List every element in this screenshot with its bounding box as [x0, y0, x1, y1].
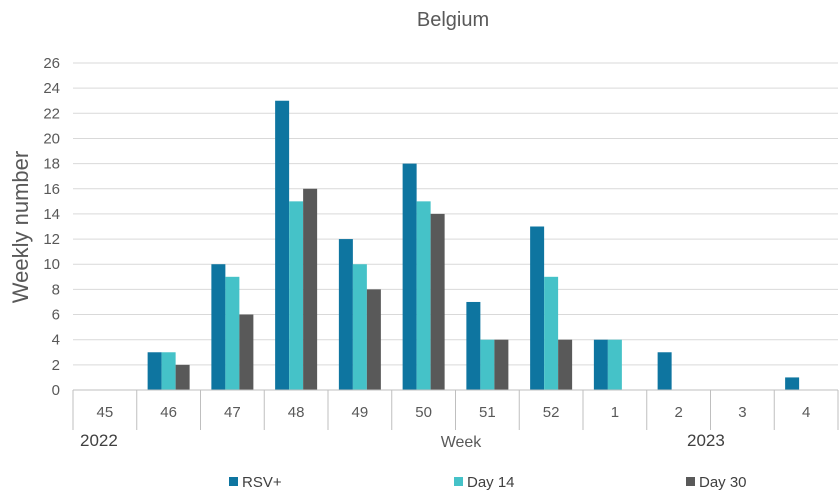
x-axis-label: Week [441, 434, 483, 451]
x-tick-label: 48 [288, 404, 305, 421]
bar [544, 276, 559, 390]
legend-swatch [229, 477, 238, 486]
bar [558, 339, 573, 390]
x-tick-label: 50 [415, 404, 432, 421]
x-tick-label: 4 [802, 404, 810, 421]
x-tick-label: 47 [224, 404, 241, 421]
legend-label: Day 14 [467, 474, 515, 491]
x-axis: 45 46 47 48 49 50 51 52 1 2 3 4 [72, 389, 839, 430]
legend: RSV+ Day 14 Day 30 [229, 474, 747, 491]
bar [607, 339, 622, 390]
x-tick-label: 3 [738, 404, 746, 421]
x-tick-label: 2 [674, 404, 682, 421]
bar [275, 100, 290, 390]
bar [785, 377, 800, 390]
legend-item: Day 30 [686, 474, 747, 491]
x-tick-label: 51 [479, 404, 496, 421]
legend-item: Day 14 [454, 474, 515, 491]
y-tick-label: 4 [52, 332, 60, 349]
bar [239, 314, 254, 390]
year-label-2023: 2023 [687, 431, 725, 450]
y-tick-label: 18 [43, 156, 60, 173]
bar [303, 188, 318, 390]
bar [175, 364, 190, 390]
y-tick-label: 12 [43, 231, 60, 248]
chart-title: Belgium [417, 9, 489, 31]
bar [416, 201, 431, 390]
gridlines [73, 62, 838, 366]
x-tick-label: 46 [160, 404, 177, 421]
bar [480, 339, 495, 390]
bar [530, 226, 545, 390]
bar [225, 276, 240, 390]
y-tick-label: 26 [43, 55, 60, 72]
legend-label: Day 30 [699, 474, 747, 491]
y-tick-label: 22 [43, 105, 60, 122]
x-tick-label: 1 [611, 404, 619, 421]
y-axis-label: Weekly number [8, 151, 33, 303]
y-tick-label: 2 [52, 357, 60, 374]
legend-item: RSV+ [229, 474, 282, 491]
bar [161, 352, 176, 390]
y-tick-label: 24 [43, 80, 60, 97]
bar [289, 201, 304, 390]
bar [402, 163, 417, 390]
bar [366, 289, 381, 390]
y-tick-label: 14 [43, 206, 60, 223]
bar [352, 264, 367, 390]
y-tick-label: 20 [43, 130, 60, 147]
y-tick-label: 8 [52, 281, 60, 298]
bar [430, 213, 445, 390]
bar [147, 352, 162, 390]
x-tick-label: 52 [543, 404, 560, 421]
legend-swatch [454, 477, 463, 486]
bar [466, 301, 481, 390]
legend-label: RSV+ [242, 474, 282, 491]
y-tick-label: 10 [43, 256, 60, 273]
bars [147, 100, 800, 390]
y-tick-label: 16 [43, 181, 60, 198]
legend-swatch [686, 477, 695, 486]
bar [657, 352, 672, 390]
bar [593, 339, 608, 390]
x-tick-label: 45 [97, 404, 114, 421]
bar [494, 339, 509, 390]
bar [338, 239, 353, 390]
bar [211, 264, 226, 390]
y-tick-label: 0 [52, 382, 60, 399]
y-tick-label: 6 [52, 307, 60, 324]
year-label-2022: 2022 [80, 431, 118, 450]
x-tick-label: 49 [352, 404, 369, 421]
